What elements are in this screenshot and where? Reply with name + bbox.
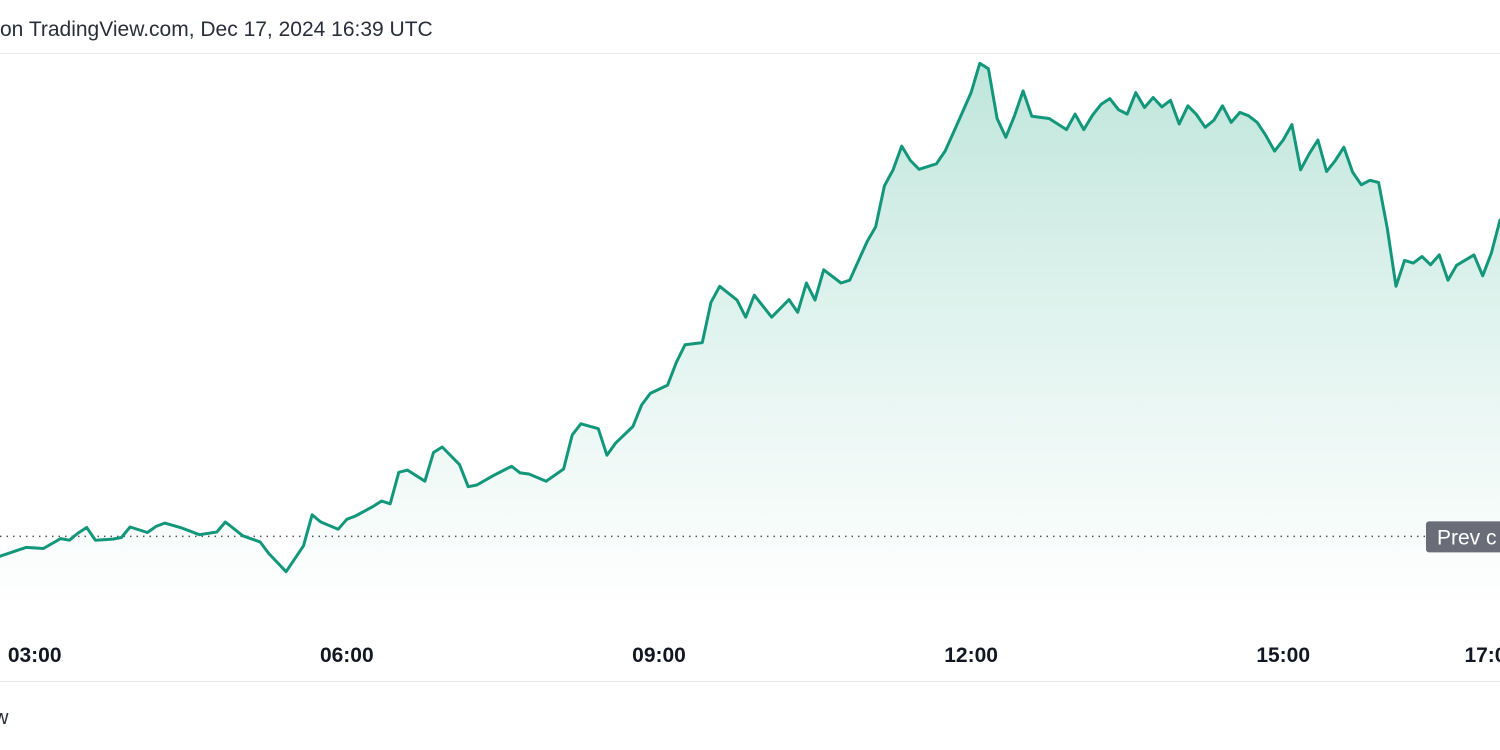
prev-close-label: Prev c: [1437, 526, 1497, 549]
bottom-divider: [0, 681, 1500, 682]
prev-close-badge: Prev c: [1426, 521, 1500, 553]
x-tick-label: 03:00: [8, 644, 62, 667]
x-tick-label: 15:00: [1256, 644, 1310, 667]
x-axis: 03:00 06:00 09:00 12:00 15:00 17:00: [8, 644, 1500, 667]
x-tick-label: 17:00: [1464, 644, 1500, 667]
x-tick-label: 09:00: [632, 644, 686, 667]
price-line: [0, 61, 1500, 574]
prev-close-badge-background: [1426, 521, 1500, 553]
x-tick-label: 12:00: [944, 644, 998, 667]
top-divider: [0, 53, 1500, 54]
x-tick-label: 06:00: [320, 644, 374, 667]
chart-header-caption: on TradingView.com, Dec 17, 2024 16:39 U…: [0, 18, 433, 41]
footer-caption: w: [0, 707, 9, 729]
price-area-fill: [0, 63, 1500, 613]
